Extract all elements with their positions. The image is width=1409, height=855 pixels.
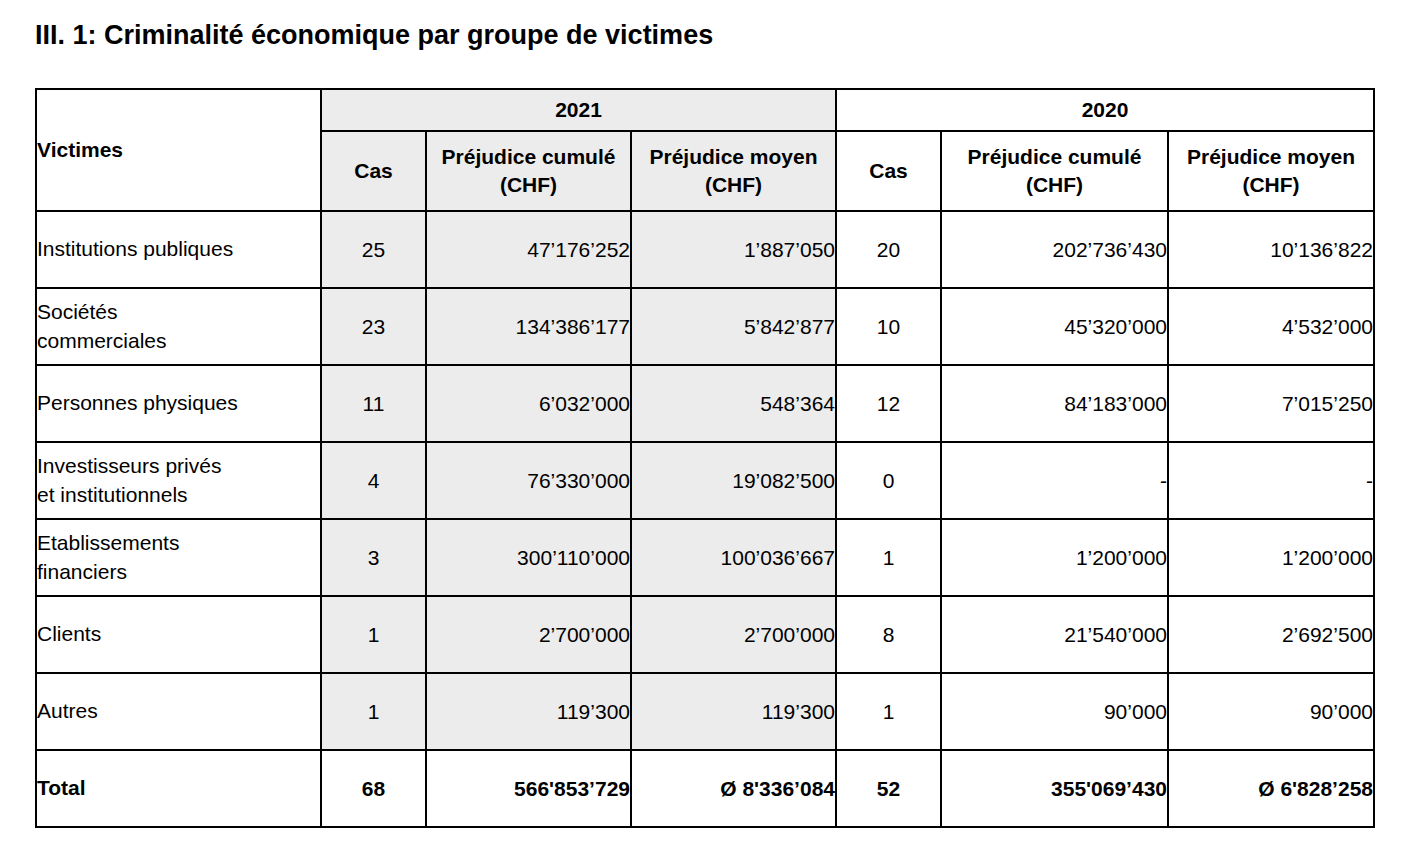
year-header-2021: 2021 xyxy=(321,89,836,131)
v2020-moyen: 4’532’000 xyxy=(1168,288,1374,365)
v2020-moyen: 10’136’822 xyxy=(1168,211,1374,288)
table-row: Sociétés commerciales 23 134’386’177 5’8… xyxy=(36,288,1374,365)
v2020-cas: 0 xyxy=(836,442,941,519)
table-row: Institutions publiques 25 47’176’252 1’8… xyxy=(36,211,1374,288)
v2021-cumule: 2’700’000 xyxy=(426,596,631,673)
total-label: Total xyxy=(36,750,321,827)
v2021-moyen: 548’364 xyxy=(631,365,836,442)
v2020-cas: 8 xyxy=(836,596,941,673)
table-row: Etablissements financiers 3 300’110’000 … xyxy=(36,519,1374,596)
year-header-row: Victimes 2021 2020 xyxy=(36,89,1374,131)
victim-label: Clients xyxy=(36,596,321,673)
v2021-cas: 11 xyxy=(321,365,426,442)
v2021-cumule: 6’032’000 xyxy=(426,365,631,442)
v2020-cumule: - xyxy=(941,442,1168,519)
corner-header-victimes: Victimes xyxy=(36,89,321,211)
v2020-cumule: 21’540’000 xyxy=(941,596,1168,673)
v2021-cas: 25 xyxy=(321,211,426,288)
subcol-2020-cumule: Préjudice cumulé (CHF) xyxy=(941,131,1168,211)
v2021-cas: 23 xyxy=(321,288,426,365)
v2020-cumule: 202’736’430 xyxy=(941,211,1168,288)
document-page: III. 1: Criminalité économique par group… xyxy=(0,0,1409,855)
subcol-2021-moyen: Préjudice moyen (CHF) xyxy=(631,131,836,211)
subcol-2021-cumule: Préjudice cumulé (CHF) xyxy=(426,131,631,211)
v2020-cas: 10 xyxy=(836,288,941,365)
v2021-moyen: 2’700’000 xyxy=(631,596,836,673)
subcol-2020-moyen: Préjudice moyen (CHF) xyxy=(1168,131,1374,211)
v2020-cumule: 1’200’000 xyxy=(941,519,1168,596)
v2021-cumule: 47’176’252 xyxy=(426,211,631,288)
v2021-cumule: 76’330’000 xyxy=(426,442,631,519)
v2020-cumule: 45’320’000 xyxy=(941,288,1168,365)
v2020-cumule: 84’183’000 xyxy=(941,365,1168,442)
subcol-2021-cas: Cas xyxy=(321,131,426,211)
v2020-cas: 12 xyxy=(836,365,941,442)
v2020-cas: 20 xyxy=(836,211,941,288)
total-row: Total 68 566'853’729 Ø 8'336’084 52 355'… xyxy=(36,750,1374,827)
subcol-2020-cas: Cas xyxy=(836,131,941,211)
v2021-cumule: 300’110’000 xyxy=(426,519,631,596)
v2021-cas: 1 xyxy=(321,673,426,750)
year-header-2020: 2020 xyxy=(836,89,1374,131)
v2021-cumule: 134’386’177 xyxy=(426,288,631,365)
total-2020-cas: 52 xyxy=(836,750,941,827)
v2020-cas: 1 xyxy=(836,673,941,750)
total-2021-cas: 68 xyxy=(321,750,426,827)
v2020-cas: 1 xyxy=(836,519,941,596)
victim-label: Sociétés commerciales xyxy=(36,288,321,365)
table-row: Autres 1 119’300 119’300 1 90’000 90’000 xyxy=(36,673,1374,750)
v2021-moyen: 100’036’667 xyxy=(631,519,836,596)
total-2021-cumule: 566'853’729 xyxy=(426,750,631,827)
table-row: Personnes physiques 11 6’032’000 548’364… xyxy=(36,365,1374,442)
total-2020-cumule: 355'069’430 xyxy=(941,750,1168,827)
total-2021-moyen: Ø 8'336’084 xyxy=(631,750,836,827)
total-2020-moyen: Ø 6'828’258 xyxy=(1168,750,1374,827)
v2021-cas: 4 xyxy=(321,442,426,519)
v2021-cas: 1 xyxy=(321,596,426,673)
victim-label: Institutions publiques xyxy=(36,211,321,288)
v2021-moyen: 119’300 xyxy=(631,673,836,750)
victim-label: Autres xyxy=(36,673,321,750)
victim-label: Investisseurs privés et institutionnels xyxy=(36,442,321,519)
v2020-moyen: 7’015’250 xyxy=(1168,365,1374,442)
victim-label: Etablissements financiers xyxy=(36,519,321,596)
v2020-cumule: 90’000 xyxy=(941,673,1168,750)
v2021-cas: 3 xyxy=(321,519,426,596)
v2021-moyen: 5’842’877 xyxy=(631,288,836,365)
table-row: Clients 1 2’700’000 2’700’000 8 21’540’0… xyxy=(36,596,1374,673)
v2020-moyen: 90’000 xyxy=(1168,673,1374,750)
table-row: Investisseurs privés et institutionnels … xyxy=(36,442,1374,519)
page-title: III. 1: Criminalité économique par group… xyxy=(35,20,713,51)
victim-label: Personnes physiques xyxy=(36,365,321,442)
v2020-moyen: 1’200’000 xyxy=(1168,519,1374,596)
v2021-moyen: 19’082’500 xyxy=(631,442,836,519)
victims-table: Victimes 2021 2020 Cas Préjudice cumulé … xyxy=(35,88,1375,828)
v2020-moyen: - xyxy=(1168,442,1374,519)
v2020-moyen: 2’692’500 xyxy=(1168,596,1374,673)
v2021-cumule: 119’300 xyxy=(426,673,631,750)
v2021-moyen: 1’887’050 xyxy=(631,211,836,288)
